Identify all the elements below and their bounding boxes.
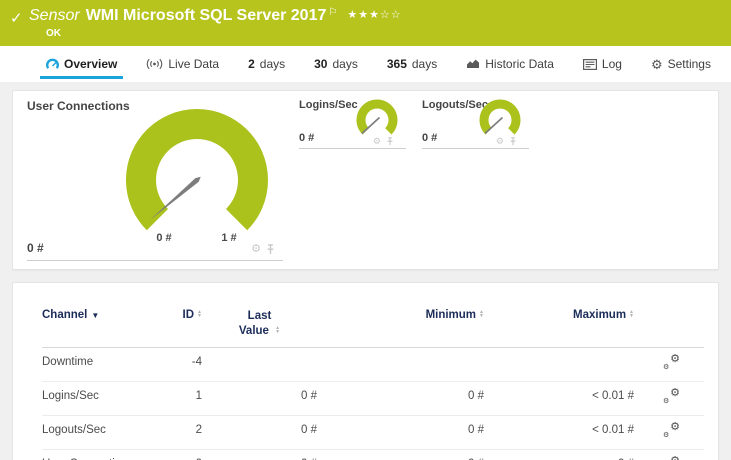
col-header-maximum[interactable]: Maximum ▲ ▼ [573,308,634,321]
cell-id: 1 [195,389,202,402]
cell-minimum: 0 # [317,458,484,460]
tab-bar: Overview Live Data 2 days 30 days 365 da… [0,46,731,82]
channels-table-header: Channel ▼ ID ▲ ▼ Last Value ▲ ▼ Minimum ▲ ▼ Ma… [42,309,704,348]
gauge-scale-min: 0 # [156,232,172,244]
tab-number: 365 [386,57,407,71]
cell-last-value: 0 # [202,458,317,460]
cell-minimum: 0 # [468,389,484,402]
overview-content: User Connections 0 # 1 # 0 # ⚙ Logins/Se… [0,82,731,460]
gauge-dial [126,109,268,231]
gear-icon: ⚙ [650,56,663,72]
gauge-logins-sec[interactable]: Logins/Sec 0 # ⚙ [299,99,406,149]
gauge-logouts-sec[interactable]: Logouts/Sec 0 # ⚙ [422,99,529,149]
tab-overview[interactable]: Overview [40,46,124,82]
sort-desc-icon: ▼ [91,311,100,320]
tab-label: Settings [667,57,711,71]
sensor-kind-label: Sensor [29,7,80,24]
status-badge: OK [46,28,61,39]
tab-30-days[interactable]: 30 days [308,46,364,82]
cell-channel[interactable]: Logins/Sec [42,389,99,402]
cell-id: 0 [147,458,202,460]
cell-channel[interactable]: Logouts/Sec [42,423,106,436]
cell-channel[interactable]: User Connections [42,458,147,460]
cell-id: -4 [191,355,202,368]
gauge-value: 0 # [299,132,315,144]
table-row-downtime[interactable]: Downtime -4 ⚙ ⚙ [42,348,704,382]
channel-settings-icon[interactable]: ⚙⚙ [663,386,680,405]
tab-label: Historic Data [485,57,554,71]
tab-settings[interactable]: ⚙ Settings [645,46,717,82]
area-chart-icon [467,59,480,68]
channel-settings-icon[interactable]: ⚙⚙ [663,352,680,371]
flag-icon[interactable]: ⚐ [328,7,338,18]
gauge-scale-max: 1 # [221,232,237,244]
tab-label: days [332,57,358,71]
cell-last-value: 0 # [301,423,317,436]
log-icon [582,58,597,70]
pin-icon[interactable] [386,137,394,146]
table-row-user-connections[interactable]: User Connections 0 0 # 0 # 0 # ⚙⚙ [42,450,704,460]
col-header-last-value[interactable]: Last Value ▲ ▼ [238,310,281,337]
tab-number: 2 [248,57,255,71]
pin-icon[interactable] [509,137,517,146]
tab-number: 30 [314,57,328,71]
gauge-gear-icon[interactable]: ⚙ [251,243,261,255]
tab-label: Log [601,57,622,71]
sensor-banner: ✓ Sensor WMI Microsoft SQL Server 2017 ⚐… [0,0,731,46]
broadcast-icon [147,58,163,70]
cell-maximum: < 0.01 # [592,389,634,402]
cell-id: 2 [195,423,202,436]
tab-historic-data[interactable]: Historic Data [460,46,560,82]
col-header-channel[interactable]: Channel ▼ [42,309,100,321]
gauge-title: Logouts/Sec [422,99,489,111]
col-header-id[interactable]: ID ▲ ▼ [182,308,202,321]
tab-2-days[interactable]: 2 days [242,46,291,82]
gauge-dial [356,99,398,135]
tab-365-days[interactable]: 365 days [381,46,443,82]
channel-settings-icon[interactable]: ⚙⚙ [663,420,680,439]
table-row-logins-sec[interactable]: Logins/Sec 1 0 # 0 # < 0.01 # ⚙ ⚙ [42,382,704,416]
gauge-value: 0 # [422,132,438,144]
gauges-panel: User Connections 0 # 1 # 0 # ⚙ Logins/Se… [12,90,719,270]
gauge-gear-icon[interactable]: ⚙ [372,136,381,146]
status-check-icon: ✓ [10,10,23,27]
pin-icon[interactable] [266,244,275,255]
priority-stars[interactable]: ★★★☆☆ [347,9,402,21]
page-title: WMI Microsoft SQL Server 2017 [85,7,327,24]
tab-live-data[interactable]: Live Data [140,46,225,82]
col-header-minimum[interactable]: Minimum ▲ ▼ [425,308,484,321]
cell-maximum: < 0.01 # [592,423,634,436]
tab-label: Live Data [168,57,220,71]
cell-minimum: 0 # [468,423,484,436]
gauge-icon [46,58,59,69]
gauge-title: User Connections [27,99,130,113]
sort-icon: ▲ ▼ [479,308,484,319]
tab-log[interactable]: Log [577,46,628,82]
cell-maximum: 0 # [484,458,634,460]
tab-label: days [259,57,286,71]
gauge-value: 0 # [27,241,44,255]
gauge-title: Logins/Sec [299,99,358,111]
channel-settings-icon[interactable]: ⚙⚙ [663,455,680,460]
cell-last-value: 0 # [301,389,317,402]
channels-panel: Channel ▼ ID ▲ ▼ Last Value ▲ ▼ Minimum ▲ ▼ Ma… [12,282,719,460]
cell-channel[interactable]: Downtime [42,355,94,368]
sort-icon: ▲ ▼ [197,308,202,319]
table-row-logouts-sec[interactable]: Logouts/Sec 2 0 # 0 # < 0.01 # ⚙ ⚙ [42,416,704,450]
sort-icon: ▲ ▼ [275,324,281,335]
gauge-gear-icon[interactable]: ⚙ [495,136,504,146]
tab-label: Overview [64,57,118,71]
tab-label: days [411,57,438,71]
sort-icon: ▲ ▼ [629,308,634,319]
gauge-user-connections[interactable]: User Connections 0 # 1 # 0 # ⚙ [27,99,283,261]
gauge-dial [479,99,521,135]
